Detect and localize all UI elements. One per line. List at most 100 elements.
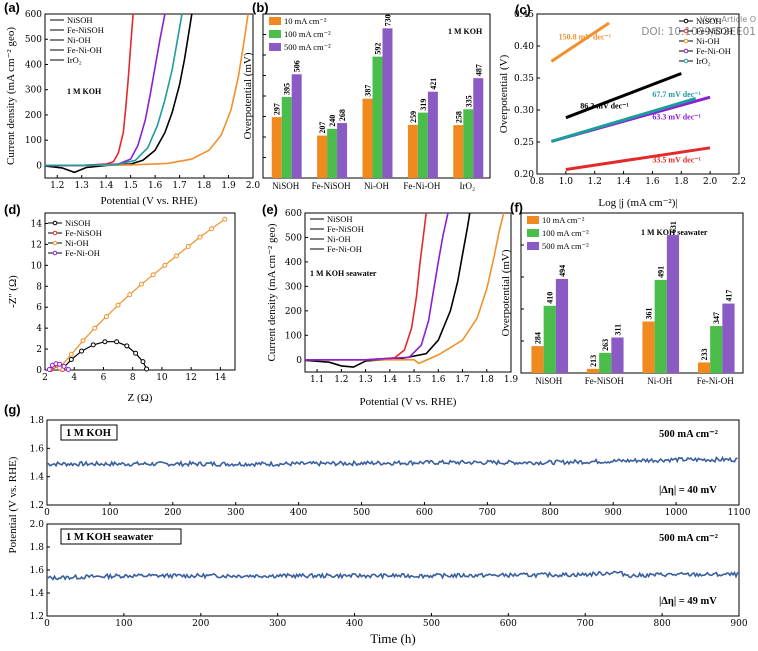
y-tick-label: 1.6: [30, 444, 45, 454]
y-tick-label: 400: [285, 258, 302, 268]
bar: [372, 56, 383, 178]
y-tick-label: 300: [285, 282, 302, 292]
x-tick-label: 0.8: [530, 177, 545, 187]
legend-swatch: [269, 43, 281, 51]
y-axis-label: Overpotential (mV): [242, 52, 254, 139]
panel-label: (b): [252, 0, 269, 15]
bar: [317, 135, 328, 178]
y-axis-label: Potential (V vs. RHE): [7, 456, 19, 553]
bar-value-label: 421: [429, 78, 438, 90]
bar-value-label: 335: [464, 95, 473, 107]
data-point: [90, 342, 96, 348]
bar: [337, 123, 348, 178]
panel-label: (g): [4, 402, 21, 417]
series-line-fe-ni-oh: [45, 13, 166, 167]
y-tick-label: 4: [36, 324, 42, 334]
x-tick-label: 1.6: [148, 181, 163, 191]
legend-label: Ni-OH: [696, 36, 720, 46]
panel-e-axes: 1.1 1.2 1.3 1.4 1.5 1.6 1.7 1.8 1.9 0 100 200 300 400…: [285, 209, 519, 385]
condition-box: [60, 528, 182, 545]
data-point: [103, 314, 109, 320]
y-tick-label: 400: [25, 60, 42, 70]
legend-marker: [683, 48, 689, 54]
x-tick-label: 900: [605, 508, 622, 518]
legend-marker: [52, 240, 58, 246]
x-tick-label: 1.2: [588, 177, 602, 187]
legend-label: Fe-NiSOH: [696, 26, 733, 36]
y-tick-label: 0.25: [514, 138, 534, 148]
data-point: [80, 338, 86, 344]
x-tick-label: 1.6: [645, 177, 660, 187]
bar-value-label: 631: [669, 221, 678, 233]
legend-label: 10 mA cm⁻²: [542, 215, 585, 225]
view-article-link[interactable]: View Article O: [699, 15, 756, 24]
legend-swatch: [527, 242, 539, 250]
bar-value-label: 592: [374, 43, 383, 55]
y-tick-label: 600: [285, 209, 302, 219]
doi-text: DOI: 10.1039/D2EE01: [641, 26, 756, 38]
plot-frame: [536, 13, 740, 175]
legend-label: 100 mA cm⁻²: [284, 29, 331, 39]
x-tick-label: 1.5: [407, 375, 422, 385]
data-point: [46, 366, 52, 372]
legend-label: IrO₂: [67, 55, 82, 65]
x-tick-label: 1.7: [455, 375, 470, 385]
plot-frame: [44, 13, 254, 179]
category-label: NiSOH: [535, 376, 563, 386]
x-tick-label: 400: [290, 508, 307, 518]
y-axis-label: Current density (mA cm⁻² geo): [266, 223, 278, 361]
bar: [362, 98, 373, 178]
data-point: [174, 253, 180, 259]
delta-eta-label: |Δη| = 40 mV: [659, 485, 717, 496]
x-tick-label: 1.1: [310, 375, 324, 385]
legend-label: Fe-NiSOH: [327, 224, 364, 234]
x-tick-label: 600: [500, 619, 517, 629]
bar: [453, 125, 464, 178]
x-tick-label: 1.9: [504, 375, 519, 385]
category-label: IrO₂: [459, 181, 475, 191]
series-line-nisoh: [304, 212, 471, 368]
condition-box: [60, 424, 118, 441]
x-tick-label: 1.3: [358, 375, 373, 385]
x-tick-label: 800: [654, 619, 671, 629]
data-point: [138, 281, 144, 287]
y-tick-label: 600: [25, 10, 42, 20]
x-tick-label: 500: [423, 619, 440, 629]
legend-label: NiSOH: [65, 218, 91, 228]
stability-trace: [46, 456, 738, 468]
series-line-ni-oh: [305, 212, 505, 365]
x-tick-label: 2.0: [246, 181, 261, 191]
x-tick-label: 200: [192, 619, 209, 629]
panel-g1-axes: 0 100 200 300 400 500 600 700 800 900 1000 1100 1.2 1…: [30, 416, 751, 518]
bar: [710, 325, 723, 373]
bar-value-label: 240: [328, 115, 337, 127]
x-tick-label: 6: [101, 373, 107, 383]
bar: [611, 337, 624, 373]
panel-a-axes: 1.2 1.3 1.4 1.5 1.6 1.7 1.8 1.9 2.0 0 100 200 300 400…: [25, 10, 261, 191]
legend-label: 500 mA cm⁻²: [542, 241, 589, 251]
x-tick-label: 1.2: [334, 375, 348, 385]
y-tick-label: 0.20: [514, 170, 534, 180]
legend-label: Ni-OH: [65, 238, 89, 248]
x-tick-label: 1.8: [197, 181, 212, 191]
series-line-ni-oh: [550, 21, 610, 63]
y-tick-label: 0.35: [514, 74, 534, 84]
y-tick-label: 1.2: [30, 612, 44, 622]
x-axis-label: Potential (V vs. RHE): [360, 396, 457, 408]
data-point: [68, 357, 74, 363]
y-tick-label: 200: [285, 307, 302, 317]
data-point: [61, 363, 67, 369]
data-point: [140, 359, 146, 365]
y-tick-label: 12: [31, 240, 42, 250]
x-tick-label: 2.2: [732, 177, 746, 187]
tafel-slope-label: 150.8 mV dec⁻¹: [559, 33, 612, 42]
bar-value-label: 395: [283, 83, 292, 95]
legend-label: Fe-Ni-OH: [67, 45, 102, 55]
series-line-nisoh: [62, 341, 148, 370]
data-point: [102, 339, 108, 345]
x-tick-label: 200: [164, 508, 181, 518]
current-density-label: 500 mA cm⁻²: [659, 429, 718, 440]
bar-value-label: 297: [273, 103, 282, 115]
x-tick-label: 800: [542, 508, 559, 518]
x-tick-label: 1.8: [480, 375, 495, 385]
